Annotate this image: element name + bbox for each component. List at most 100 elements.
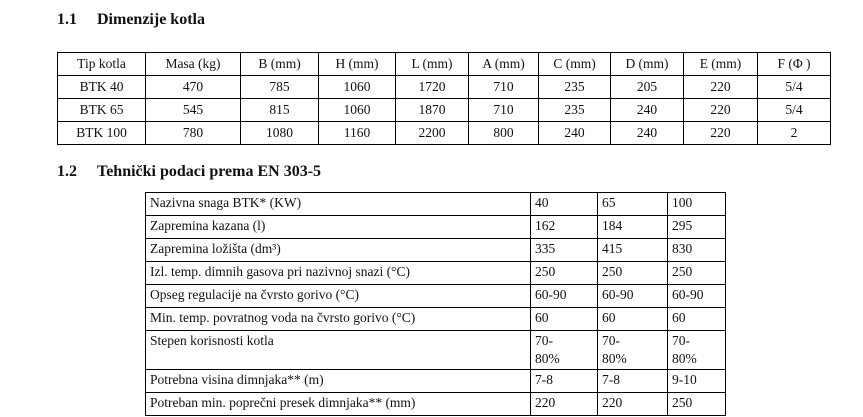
dimension-value-cell: 240 — [610, 121, 684, 145]
tech-value-cell: 100 — [667, 192, 726, 216]
tech-param-label: Nazivna snaga BTK* (KW) — [145, 192, 531, 216]
tech-value-cell: 220 — [597, 392, 668, 416]
dimensions-col-header: C (mm) — [538, 52, 611, 76]
dimensions-col-header: L (mm) — [395, 52, 469, 76]
section-heading-1-2: 1.2 Tehnički podaci prema EN 303-5 — [57, 163, 321, 181]
tech-param-label: Opseg regulacije na čvrsto gorivo (°C) — [145, 284, 531, 308]
section-number: 1.1 — [57, 11, 77, 28]
tech-param-label: Min. temp. povratnog voda na čvrsto gori… — [145, 307, 531, 331]
section-heading-1-1: 1.1 Dimenzije kotla — [57, 11, 205, 29]
tech-value-cell: 60-90 — [530, 284, 598, 308]
dimension-value-cell: 2200 — [395, 121, 469, 145]
dimensions-col-header: F (Φ ) — [757, 52, 831, 76]
tech-value-cell: 60-90 — [667, 284, 726, 308]
dimensions-col-header: B (mm) — [240, 52, 319, 76]
table-row: Stepen korisnosti kotla 70- 80% 70- 80% 70-… — [145, 330, 726, 370]
table-row: Zapremina ložišta (dm³) 335 415 830 — [145, 238, 726, 262]
dimensions-table-body: BTK 40 470 785 1060 1720 710 235 205 220 5/4 BTK 6… — [57, 75, 831, 145]
dimension-value-cell: 205 — [610, 75, 684, 99]
tech-value-cell: 335 — [530, 238, 598, 262]
tech-value-cell: 60 — [667, 307, 726, 331]
dimension-value-cell: 1870 — [395, 98, 469, 122]
tech-value-cell: 250 — [530, 261, 598, 285]
dimension-value-cell: 710 — [468, 98, 539, 122]
dimension-value-cell: 220 — [683, 121, 758, 145]
dimension-value-cell: 1060 — [318, 98, 396, 122]
table-row: Min. temp. povratnog voda na čvrsto gori… — [145, 307, 726, 331]
boiler-type-cell: BTK 40 — [57, 75, 146, 99]
tech-value-cell: 70- 80% — [667, 330, 726, 370]
tech-param-label: Zapremina ložišta (dm³) — [145, 238, 531, 262]
table-row: BTK 65 545 815 1060 1870 710 235 240 220 5/4 — [57, 98, 831, 122]
tech-value-cell: 40 — [530, 192, 598, 216]
table-row: BTK 100 780 1080 1160 2200 800 240 240 220 2 — [57, 121, 831, 145]
tech-value-cell: 70- 80% — [530, 330, 598, 370]
tech-value-cell: 830 — [667, 238, 726, 262]
dimension-value-cell: 1060 — [318, 75, 396, 99]
dimension-value-cell: 235 — [538, 75, 611, 99]
tech-specs-table: Nazivna snaga BTK* (KW) 40 65 100 Zapremina … — [145, 192, 726, 416]
tech-value-cell: 60-90 — [597, 284, 668, 308]
tech-value-cell: 250 — [667, 392, 726, 416]
tech-value-cell: 250 — [597, 261, 668, 285]
tech-param-label: Potrebna visina dimnjaka** (m) — [145, 369, 531, 393]
dimension-value-cell: 1080 — [240, 121, 319, 145]
dimensions-col-header: A (mm) — [468, 52, 539, 76]
dimension-value-cell: 240 — [610, 98, 684, 122]
tech-value-cell: 162 — [530, 215, 598, 239]
dimensions-col-header: D (mm) — [610, 52, 684, 76]
table-row: Potrebna visina dimnjaka** (m) 7-8 7-8 9-10 — [145, 369, 726, 393]
tech-value-cell: 70- 80% — [597, 330, 668, 370]
dimension-value-cell: 2 — [757, 121, 831, 145]
tech-value-cell: 7-8 — [597, 369, 668, 393]
dimension-value-cell: 545 — [145, 98, 241, 122]
dimensions-col-header: Masa (kg) — [145, 52, 241, 76]
dimension-value-cell: 1160 — [318, 121, 396, 145]
tech-param-label: Stepen korisnosti kotla — [145, 330, 531, 370]
dimensions-col-header: Tip kotla — [57, 52, 146, 76]
dimension-value-cell: 235 — [538, 98, 611, 122]
boiler-type-cell: BTK 100 — [57, 121, 146, 145]
tech-value-cell: 220 — [530, 392, 598, 416]
dimension-value-cell: 470 — [145, 75, 241, 99]
dimensions-table: Tip kotla Masa (kg) B (mm) H (mm) L (mm) A (m… — [57, 52, 831, 145]
tech-param-label: Zapremina kazana (l) — [145, 215, 531, 239]
table-row: BTK 40 470 785 1060 1720 710 235 205 220 5/4 — [57, 75, 831, 99]
tech-param-label: Izl. temp. dimnih gasova pri nazivnoj sn… — [145, 261, 531, 285]
dimension-value-cell: 1720 — [395, 75, 469, 99]
tech-value-cell: 295 — [667, 215, 726, 239]
tech-value-cell: 250 — [667, 261, 726, 285]
tech-value-cell: 60 — [597, 307, 668, 331]
table-row: Zapremina kazana (l) 162 184 295 — [145, 215, 726, 239]
table-row: Nazivna snaga BTK* (KW) 40 65 100 — [145, 192, 726, 216]
tech-value-cell: 9-10 — [667, 369, 726, 393]
dimension-value-cell: 220 — [683, 98, 758, 122]
dimension-value-cell: 5/4 — [757, 98, 831, 122]
dimension-value-cell: 780 — [145, 121, 241, 145]
dimension-value-cell: 240 — [538, 121, 611, 145]
section-title: Tehnički podaci prema EN 303-5 — [97, 163, 322, 180]
table-row: Potreban min. poprečni presek dimnjaka**… — [145, 392, 726, 416]
dimension-value-cell: 815 — [240, 98, 319, 122]
dimension-value-cell: 800 — [468, 121, 539, 145]
tech-table-body: Nazivna snaga BTK* (KW) 40 65 100 Zapremina … — [145, 192, 726, 416]
dimensions-col-header: E (mm) — [683, 52, 758, 76]
table-row: Izl. temp. dimnih gasova pri nazivnoj sn… — [145, 261, 726, 285]
dimensions-col-header: H (mm) — [318, 52, 396, 76]
boiler-type-cell: BTK 65 — [57, 98, 146, 122]
tech-value-cell: 65 — [597, 192, 668, 216]
tech-value-cell: 415 — [597, 238, 668, 262]
table-row: Opseg regulacije na čvrsto gorivo (°C) 60… — [145, 284, 726, 308]
dimension-value-cell: 785 — [240, 75, 319, 99]
dimension-value-cell: 5/4 — [757, 75, 831, 99]
dimension-value-cell: 220 — [683, 75, 758, 99]
tech-value-cell: 184 — [597, 215, 668, 239]
section-title: Dimenzije kotla — [97, 11, 205, 28]
tech-value-cell: 7-8 — [530, 369, 598, 393]
dimensions-table-head-row: Tip kotla Masa (kg) B (mm) H (mm) L (mm) A (m… — [57, 52, 831, 76]
tech-param-label: Potreban min. poprečni presek dimnjaka**… — [145, 392, 531, 416]
section-number: 1.2 — [57, 163, 77, 180]
dimension-value-cell: 710 — [468, 75, 539, 99]
tech-value-cell: 60 — [530, 307, 598, 331]
